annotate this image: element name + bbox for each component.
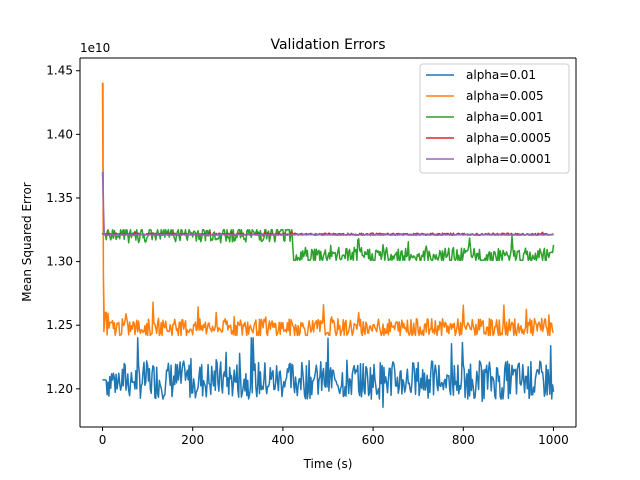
y-tick-label: 1.25 xyxy=(46,318,73,332)
y-axis-ticks: 1.20 1.25 1.30 1.35 1.40 1.45 xyxy=(46,64,80,396)
legend-label: alpha=0.001 xyxy=(466,110,544,124)
y-axis-offset-label: 1e10 xyxy=(80,41,110,55)
series-line-1 xyxy=(101,82,555,337)
y-tick-label: 1.20 xyxy=(46,382,73,396)
y-axis-label: Mean Squared Error xyxy=(20,182,34,302)
legend-label: alpha=0.0005 xyxy=(466,131,551,145)
y-tick-label: 1.45 xyxy=(46,64,73,78)
legend: alpha=0.01 alpha=0.005 alpha=0.001 alpha=0.… xyxy=(419,63,570,174)
x-axis-ticks: 0 200 400 600 800 1000 xyxy=(99,427,569,447)
legend-box xyxy=(419,63,570,174)
x-axis-label: Time (s) xyxy=(303,457,353,471)
axes-frame xyxy=(79,57,577,428)
y-tick-label: 1.40 xyxy=(46,127,73,141)
x-tick-label: 1000 xyxy=(538,433,569,447)
series-line-2 xyxy=(101,229,555,262)
legend-label: alpha=0.005 xyxy=(466,89,544,103)
series-layer xyxy=(101,82,555,408)
x-tick-label: 800 xyxy=(452,433,475,447)
x-tick-label: 200 xyxy=(181,433,204,447)
x-tick-label: 400 xyxy=(271,433,294,447)
x-tick-label: 0 xyxy=(99,433,107,447)
series-line-4 xyxy=(101,171,554,237)
y-tick-label: 1.30 xyxy=(46,255,73,269)
chart-title: Validation Errors xyxy=(270,37,385,53)
legend-label: alpha=0.0001 xyxy=(466,152,551,166)
series-line-0 xyxy=(102,337,555,408)
y-tick-label: 1.35 xyxy=(46,191,73,205)
x-tick-label: 600 xyxy=(362,433,385,447)
legend-label: alpha=0.01 xyxy=(466,68,536,82)
